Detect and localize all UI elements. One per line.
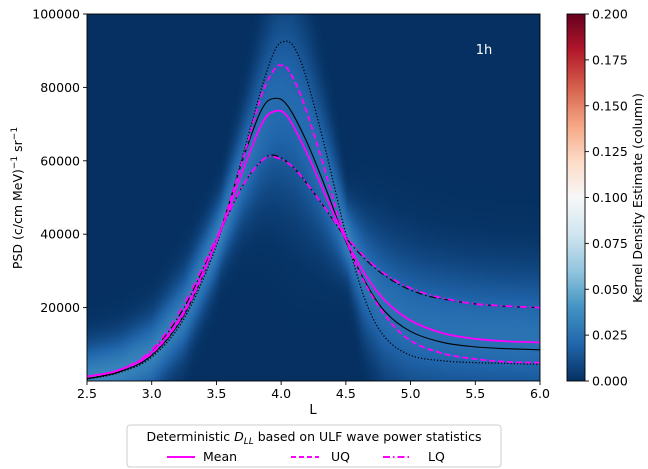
x-tick-label: 4.0	[271, 386, 291, 401]
legend-label-uq: UQ	[331, 449, 350, 464]
series-line-mean	[87, 109, 540, 378]
x-tick-label: 6.0	[530, 386, 550, 401]
colorbar-tick-label: 0.100	[592, 190, 628, 205]
colorbar-label: Kernel Density Estimate (column)	[630, 93, 645, 303]
y-tick-label: 80000	[40, 80, 80, 95]
x-tick-label: 3.0	[142, 386, 162, 401]
series-layer	[87, 40, 540, 380]
y-axis-label-main: PSD (c/cm MeV)	[10, 169, 25, 269]
legend-title-symbol: D	[234, 429, 244, 444]
y-tick-label: 60000	[40, 153, 80, 168]
colorbar-tick-label: 0.150	[592, 98, 628, 113]
time-annotation: 1h	[476, 43, 493, 58]
colorbar-gradient	[566, 13, 586, 382]
legend-entry-uq: UQ	[291, 449, 350, 464]
x-axis: 2.5 3.0 3.5 4.0 4.5 5.0 5.5 6.0	[77, 381, 550, 401]
y-axis-label-exp1: −1	[10, 156, 20, 169]
colorbar: 0.000 0.025 0.050 0.075 0.100 0.125 0.150 0.175…	[566, 7, 645, 389]
colorbar-tick-label: 0.025	[592, 328, 628, 343]
x-tick-label: 5.5	[465, 386, 485, 401]
colorbar-tick-label: 0.000	[592, 374, 628, 389]
x-tick-label: 5.0	[401, 386, 421, 401]
x-axis-label: L	[309, 403, 317, 418]
x-tick-label: 2.5	[77, 386, 97, 401]
colorbar-ticks: 0.000 0.025 0.050 0.075 0.100 0.125 0.150 0.175…	[585, 7, 628, 389]
legend-title: Deterministic DLL based on ULF wave powe…	[146, 429, 481, 447]
y-tick-label: 20000	[40, 300, 80, 315]
x-tick-label: 3.5	[206, 386, 226, 401]
series-line-kde-mean	[87, 97, 540, 380]
y-axis-label-sr: sr	[10, 139, 25, 155]
legend-entry-lq: LQ	[383, 449, 445, 464]
colorbar-tick-label: 0.175	[592, 52, 628, 67]
kde-heatmap	[87, 14, 540, 381]
y-axis: 20000 40000 60000 80000 100000	[32, 7, 87, 315]
y-axis-label-exp2: −1	[10, 127, 20, 140]
legend-label-mean: Mean	[203, 449, 237, 464]
colorbar-tick-label: 0.050	[592, 282, 628, 297]
plot-frame	[86, 13, 541, 382]
legend-title-subscript: LL	[244, 437, 254, 447]
series-line-uq	[87, 64, 540, 378]
y-tick-label: 40000	[40, 227, 80, 242]
colorbar-tick-label: 0.125	[592, 144, 628, 159]
colorbar-tick-label: 0.075	[592, 236, 628, 251]
legend-entry-mean: Mean	[167, 449, 237, 464]
heatmap-area	[87, 14, 540, 381]
series-line-lq	[87, 155, 540, 378]
legend-title-prefix: Deterministic	[146, 429, 234, 444]
colorbar-tick-label: 0.200	[592, 7, 628, 22]
x-tick-label: 4.5	[336, 386, 356, 401]
y-tick-label: 100000	[32, 7, 80, 22]
series-line-kde-lq	[87, 154, 540, 380]
legend: Deterministic DLL based on ULF wave powe…	[126, 424, 502, 468]
legend-label-lq: LQ	[428, 449, 445, 464]
y-axis-label: PSD (c/cm MeV)−1 sr−1	[10, 127, 25, 269]
legend-title-suffix: based on ULF wave power statistics	[254, 429, 482, 444]
series-line-kde-uq	[87, 40, 540, 380]
